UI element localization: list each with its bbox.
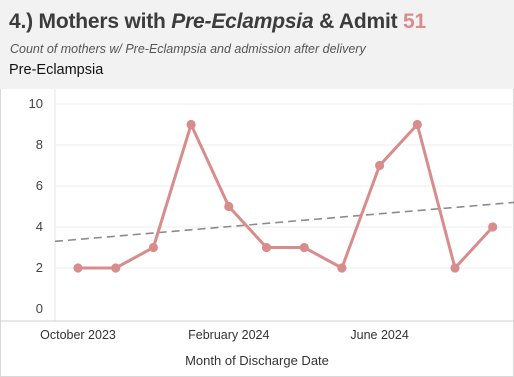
title-count: 51	[403, 10, 426, 33]
series-line	[78, 123, 494, 270]
data-point	[412, 119, 422, 130]
trend-line	[54, 201, 514, 243]
y-tick-label: 0	[36, 301, 43, 316]
data-point	[450, 263, 460, 273]
x-tick-label: June 2024	[350, 328, 408, 342]
data-point	[186, 119, 196, 130]
series-label: Pre-Eclampsia	[9, 62, 104, 78]
y-tick-label: 6	[36, 178, 43, 193]
y-tick-label: 10	[29, 96, 43, 111]
data-point	[148, 242, 158, 253]
data-point	[111, 263, 121, 273]
data-point	[261, 242, 272, 253]
title-emphasis: Pre-Eclampsia	[171, 10, 314, 33]
data-point	[488, 222, 498, 232]
line-chart: 0 2 4 6 8 10 October 2023 February 2024 June 202…	[0, 89, 514, 342]
data-point	[73, 263, 83, 273]
chart-header: 4.) Mothers with Pre-Eclampsia & Admit 5…	[0, 0, 514, 89]
y-tick-label: 8	[36, 137, 43, 152]
x-tick-label: October 2023	[40, 328, 116, 342]
chart-title: 4.) Mothers with Pre-Eclampsia & Admit 5…	[9, 10, 426, 34]
title-middle: & Admit	[313, 10, 404, 33]
chart-subtitle: Count of mothers w/ Pre-Eclampsia and ad…	[10, 42, 366, 56]
data-point	[299, 242, 309, 253]
y-tick-label: 4	[36, 219, 43, 234]
data-point	[375, 160, 385, 171]
data-point	[224, 201, 234, 212]
x-tick-label: February 2024	[188, 328, 269, 342]
x-axis-title: Month of Discharge Date	[185, 353, 329, 368]
title-prefix: 4.) Mothers with	[9, 10, 172, 33]
y-tick-label: 2	[36, 260, 43, 275]
data-point	[337, 263, 347, 273]
